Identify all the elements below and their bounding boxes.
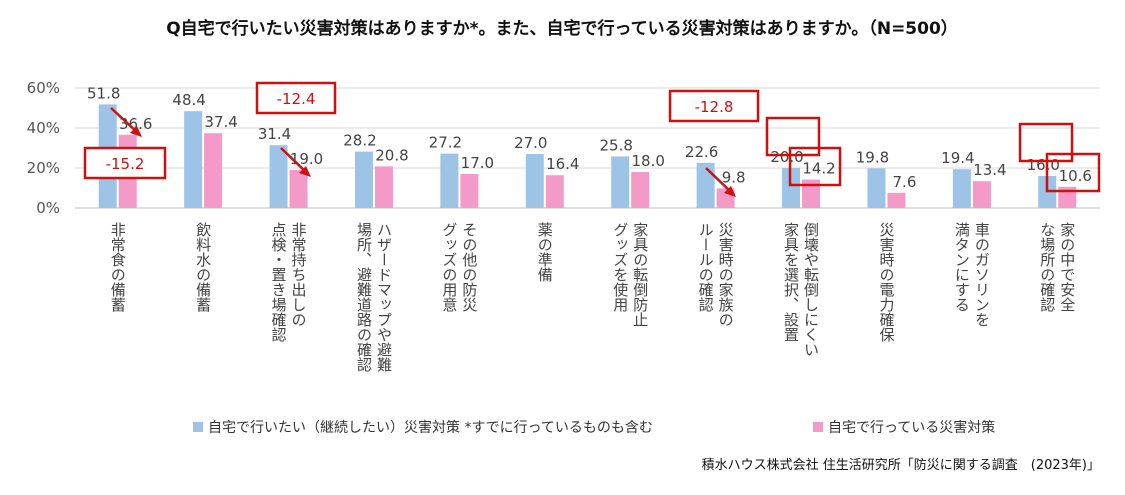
highlight-box-b: [788, 146, 842, 187]
data-label-s1-c10: 13.4: [973, 161, 1006, 179]
value-labels: 51.8 36.6 48.4 37.4 31.4 19.0 28.220.8 27.2 17.0…: [87, 84, 1092, 190]
category-label-3-0: ハザードマップや避難: [375, 222, 393, 372]
data-label-s1-c4: 17.0: [461, 154, 494, 172]
data-label-s1-c9: 7.6: [893, 173, 917, 191]
data-label-s1-c5: 16.4: [546, 155, 579, 173]
data-label-s0-c2: 31.4: [258, 125, 291, 143]
data-label-s0-c7: 22.6: [685, 143, 718, 161]
y-tick-label-0: 0%: [36, 199, 60, 217]
data-label-s1-c6: 18.0: [632, 152, 665, 170]
arrowhead-2: [724, 186, 736, 197]
plot-area: [98, 104, 1077, 208]
category-label-8-1: 家具を選択、設置: [782, 222, 800, 342]
source-note: 積水ハウス株式会社 住生活研究所「防災に関する調査 (2023年)」: [702, 457, 1100, 473]
bar-s1-c3: [374, 166, 393, 208]
data-label-s1-c8: 14.2: [802, 160, 835, 178]
chart-title: Q自宅で行いたい災害対策はありますか*。また、自宅で行っている災害対策はあります…: [166, 18, 958, 39]
highlight-box-a: [765, 116, 821, 157]
bar-s0-c1: [184, 111, 203, 208]
category-label-7-0: 災害時の家族の: [717, 222, 735, 327]
data-label-s1-c0: 36.6: [119, 115, 152, 133]
bar-s0-c7: [696, 162, 715, 208]
callout-box-diff-1: [255, 81, 337, 115]
category-label-11-1: な場所の確認: [1038, 222, 1056, 312]
category-label-3-1: 場所、避難道路の確認: [355, 222, 373, 372]
category-label-4-1: グッズの用意: [440, 222, 458, 312]
bar-s0-c2: [269, 145, 288, 208]
callout-diff-1: -12.4: [277, 90, 316, 108]
data-label-s0-c9: 19.8: [856, 148, 889, 166]
category-label-5-0: 薬の準備: [536, 222, 554, 282]
bar-s0-c5: [525, 154, 544, 208]
data-label-s1-c1: 37.4: [204, 113, 237, 131]
highlight-box-d: [1045, 152, 1101, 193]
data-label-s0-c11: 16.0: [1027, 156, 1060, 174]
callout-box-diff-0: [83, 146, 167, 180]
category-label-9-0: 災害時の電力確保: [877, 222, 895, 342]
legend-label-0: 自宅で行いたい（継続したい）災害対策 *すでに行っているものも含む: [208, 419, 653, 436]
bar-s0-c4: [440, 153, 459, 208]
grid: [75, 87, 1100, 209]
arrowhead-0: [130, 126, 142, 137]
bar-s0-c3: [354, 151, 373, 208]
data-label-s0-c1: 48.4: [172, 91, 205, 109]
y-axis: 0% 20% 40% 60%: [27, 79, 60, 217]
arrowhead-1: [299, 166, 311, 177]
callout-box-diff-2: [668, 89, 760, 123]
arrow-0: [110, 107, 138, 133]
bar-s1-c1: [204, 133, 223, 208]
bar-s0-c10: [952, 169, 971, 208]
category-label-11-0: 家の中で安全: [1058, 222, 1076, 312]
arrow-1: [280, 147, 307, 173]
legend-swatch-1: [813, 422, 823, 432]
data-label-s0-c3: 28.2: [343, 132, 376, 150]
bar-s1-c10: [972, 181, 991, 208]
bar-s1-c8: [802, 179, 821, 208]
legend: 自宅で行いたい（継続したい）災害対策 *すでに行っているものも含む 自宅で行って…: [193, 419, 995, 436]
data-label-s0-c8: 20.0: [770, 148, 803, 166]
category-label-1-0: 飲料水の備蓄: [194, 222, 212, 312]
callout-diff-0: -15.2: [106, 155, 145, 173]
category-label-6-1: グッズを使用: [611, 222, 629, 313]
data-label-s0-c10: 19.4: [941, 149, 974, 167]
bar-s0-c6: [611, 156, 630, 208]
callout-diff-2: -12.8: [695, 98, 734, 116]
category-label-8-0: 倒壊や転倒しにくい: [802, 222, 820, 357]
callouts: -15.2 -12.4 -12.8: [83, 81, 1101, 197]
data-label-s1-c2: 19.0: [290, 150, 323, 168]
bar-s1-c2: [289, 170, 308, 208]
data-label-s0-c5: 27.0: [514, 134, 547, 152]
bar-s0-c8: [782, 168, 801, 208]
data-label-s0-c6: 25.8: [600, 136, 633, 154]
y-tick-label-2: 40%: [27, 119, 60, 137]
data-label-s0-c4: 27.2: [429, 134, 462, 152]
data-label-s0-c0: 51.8: [87, 84, 120, 102]
category-label-6-0: 家具の転倒防止: [631, 222, 649, 327]
category-label-2-0: 非常持ち出しの: [290, 222, 308, 327]
legend-label-1: 自宅で行っている災害対策: [828, 419, 995, 436]
bar-s1-c6: [631, 172, 650, 208]
bar-s1-c4: [460, 174, 479, 208]
data-label-s1-c3: 20.8: [375, 146, 408, 164]
category-label-2-1: 点検・置き場確認: [270, 222, 288, 342]
legend-swatch-0: [193, 422, 203, 432]
category-label-4-0: その他の防災: [460, 222, 478, 312]
bar-s1-c9: [887, 192, 906, 208]
data-label-s1-c11: 10.6: [1059, 167, 1092, 185]
data-label-s1-c7: 9.8: [722, 168, 746, 186]
bar-s1-c5: [545, 175, 564, 208]
arrow-2: [705, 167, 732, 193]
category-label-7-1: ルールの確認: [697, 222, 715, 312]
y-tick-label-1: 20%: [27, 159, 60, 177]
bar-s0-c9: [867, 168, 886, 208]
y-tick-label-3: 60%: [27, 79, 60, 97]
category-label-10-0: 車のガソリンを: [973, 222, 991, 327]
category-label-0-0: 非常食の備蓄: [109, 222, 127, 312]
category-label-10-1: 満タンにする: [953, 222, 971, 312]
